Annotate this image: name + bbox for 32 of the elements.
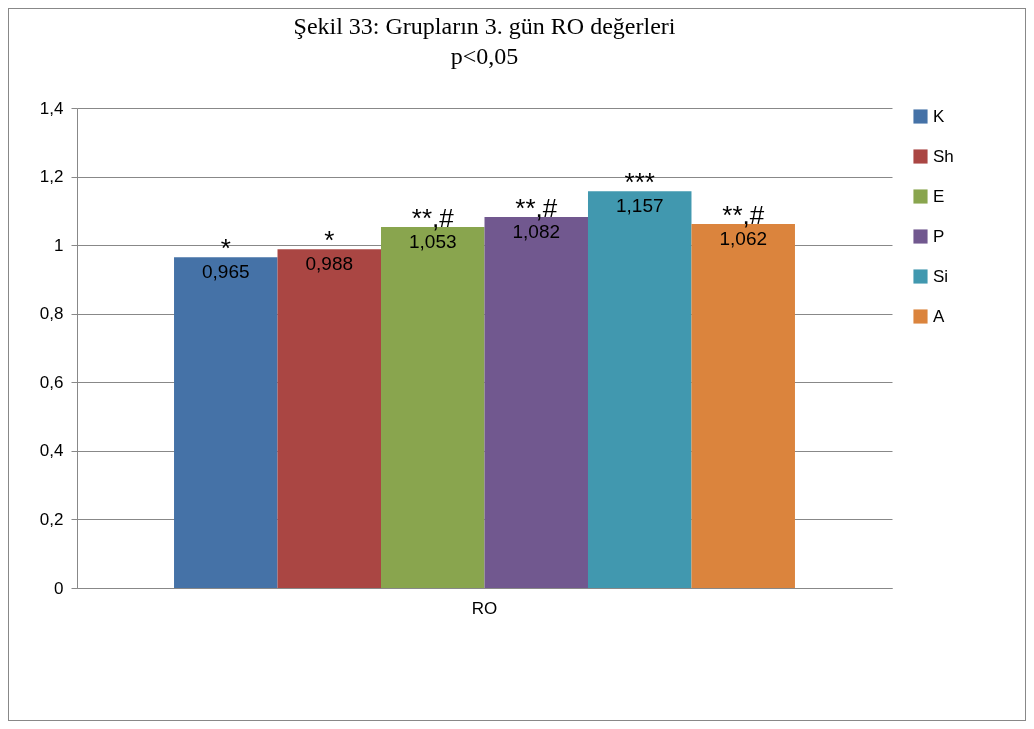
bar: [587, 191, 692, 588]
annotation: **,#: [411, 202, 455, 233]
y-tick-label: 0: [54, 578, 64, 598]
legend-label: A: [933, 306, 945, 326]
chart-subtitle: p<0,05: [450, 43, 519, 69]
chart-title: Şekil 33: Grupların 3. gün RO değerleri: [293, 13, 676, 39]
annotation: *: [220, 233, 231, 264]
legend-label: E: [933, 186, 945, 206]
annotation: *: [324, 225, 335, 256]
legend-label: Sh: [933, 146, 954, 166]
y-tick-label: 1,2: [39, 167, 64, 187]
y-tick-label: 1,4: [39, 98, 64, 118]
annotation: ***: [624, 167, 655, 198]
data-label: 0,965: [202, 261, 250, 283]
data-label: 0,988: [305, 253, 354, 275]
y-tick-label: 0,2: [39, 509, 64, 529]
y-tick-label: 0,6: [39, 372, 64, 392]
bar: [174, 257, 278, 588]
legend-label: Si: [933, 266, 949, 286]
data-label: 1,082: [512, 221, 561, 243]
data-label: 1,062: [719, 227, 767, 249]
annotation: **,#: [515, 193, 558, 224]
annotation: **,#: [722, 199, 765, 230]
data-label: 1,053: [408, 230, 457, 252]
data-label: 1,157: [615, 195, 664, 217]
x-tick-label: RO: [471, 598, 498, 618]
y-tick-label: 1: [54, 235, 64, 255]
legend-label: P: [933, 226, 945, 246]
legend-label: K: [933, 106, 945, 126]
y-tick-label: 0,4: [39, 441, 64, 461]
bar: [277, 249, 382, 588]
y-tick-label: 0,8: [39, 304, 64, 324]
